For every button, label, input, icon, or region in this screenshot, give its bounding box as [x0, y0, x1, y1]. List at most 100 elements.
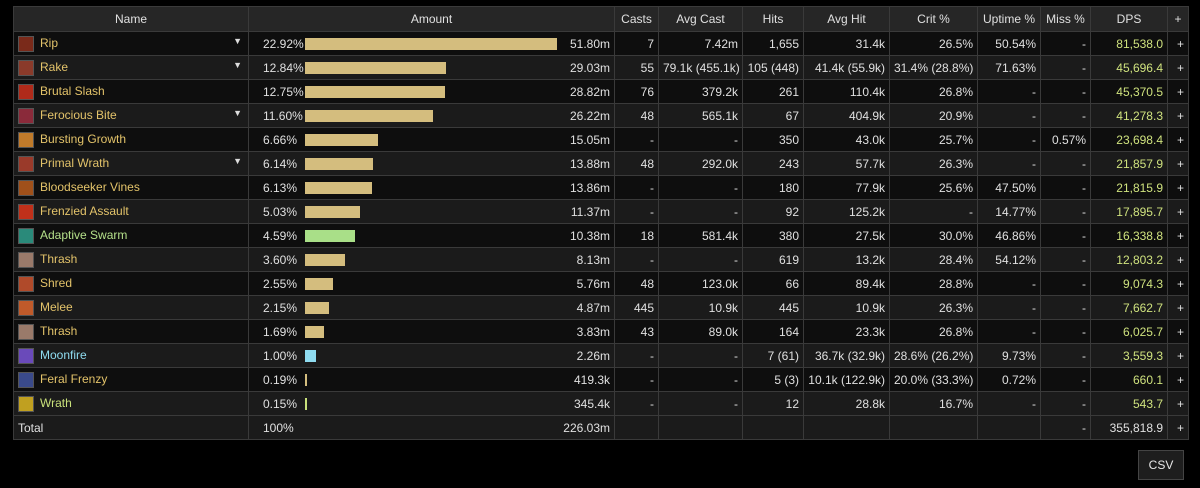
percent: 11.60%	[263, 109, 303, 123]
action-cell[interactable]: +	[1167, 175, 1189, 200]
amount-bar	[305, 86, 446, 98]
dps-cell: 81,538.0	[1090, 31, 1168, 56]
amount-cell: 5.03% 11.37m	[248, 199, 615, 224]
column-header: Miss %	[1040, 6, 1091, 32]
spell-name: Bursting Growth	[40, 131, 127, 146]
table-row: Melee 2.15% 4.87m 445 10.9k 445 10.9k 26.3% - -7,…	[13, 295, 1189, 320]
dps-cell: 3,559.3	[1090, 343, 1168, 368]
uptime-cell: -	[977, 79, 1041, 104]
column-header: Amount	[248, 6, 615, 32]
action-cell[interactable]: +	[1167, 391, 1189, 416]
name-cell[interactable]: Thrash	[13, 247, 249, 272]
name-cell[interactable]: Rip ▼	[13, 31, 249, 56]
action-cell[interactable]: +	[1167, 127, 1189, 152]
uptime-cell: -	[977, 127, 1041, 152]
crit-cell: 26.5%	[889, 31, 978, 56]
amount-bar	[305, 398, 307, 410]
amount-value: 15.05m	[569, 133, 610, 147]
name-cell[interactable]: Total	[13, 415, 249, 440]
dps-cell: 660.1	[1090, 367, 1168, 392]
avg-cast-cell: -	[658, 199, 743, 224]
percent: 22.92%	[263, 37, 304, 51]
table-row: Wrath 0.15% 345.4k - -12 28.8k 16.7% - -543.7 +	[13, 391, 1189, 416]
avg-cast-cell: 379.2k	[658, 79, 743, 104]
avg-hit-cell: 23.3k	[803, 319, 890, 344]
action-cell[interactable]: +	[1167, 103, 1189, 128]
action-cell[interactable]: +	[1167, 415, 1189, 440]
action-cell[interactable]: +	[1167, 55, 1189, 80]
action-cell[interactable]: +	[1167, 151, 1189, 176]
dps-cell: 6,025.7	[1090, 319, 1168, 344]
amount-bar	[305, 302, 329, 314]
csv-button[interactable]: CSV	[1138, 450, 1184, 480]
action-cell[interactable]: +	[1167, 199, 1189, 224]
amount-cell: 100% 226.03m	[248, 415, 615, 440]
table-row: Bursting Growth 6.66% 15.05m - -350 43.0k 25.7…	[13, 127, 1189, 152]
action-cell[interactable]: +	[1167, 271, 1189, 296]
action-cell[interactable]: +	[1167, 295, 1189, 320]
avg-cast-cell: 7.42m	[658, 31, 743, 56]
amount-bar	[305, 62, 447, 74]
hits-cell: 445	[742, 295, 804, 320]
column-header[interactable]: +	[1167, 6, 1189, 32]
name-cell[interactable]: Bursting Growth	[13, 127, 249, 152]
action-cell[interactable]: +	[1167, 319, 1189, 344]
action-cell[interactable]: +	[1167, 247, 1189, 272]
avg-cast-cell: -	[658, 391, 743, 416]
action-cell[interactable]: +	[1167, 79, 1189, 104]
name-cell[interactable]: Frenzied Assault	[13, 199, 249, 224]
avg-hit-cell	[803, 415, 890, 440]
name-cell[interactable]: Adaptive Swarm	[13, 223, 249, 248]
name-cell[interactable]: Brutal Slash	[13, 79, 249, 104]
amount-value: 4.87m	[576, 301, 610, 315]
action-cell[interactable]: +	[1167, 367, 1189, 392]
crit-cell: 28.4%	[889, 247, 978, 272]
percent: 12.75%	[263, 85, 304, 99]
action-cell[interactable]: +	[1167, 223, 1189, 248]
expand-arrow[interactable]: ▼	[233, 108, 242, 118]
column-header: DPS	[1090, 6, 1168, 32]
name-cell[interactable]: Shred	[13, 271, 249, 296]
amount-value: 26.22m	[569, 109, 610, 123]
percent: 6.13%	[263, 181, 298, 195]
name-cell[interactable]: Feral Frenzy	[13, 367, 249, 392]
amount-bar	[305, 182, 373, 194]
avg-cast-cell: 565.1k	[658, 103, 743, 128]
name-cell[interactable]: Bloodseeker Vines	[13, 175, 249, 200]
table-row: Rip ▼ 22.92% 51.80m 7 7.42m 1,655 31.4k 26.5% 50.…	[13, 31, 1189, 56]
amount-cell: 0.15% 345.4k	[248, 391, 615, 416]
name-cell[interactable]: Melee	[13, 295, 249, 320]
casts-cell: 48	[614, 103, 659, 128]
avg-cast-cell: 10.9k	[658, 295, 743, 320]
amount-value: 51.80m	[569, 37, 610, 51]
action-cell[interactable]: +	[1167, 343, 1189, 368]
name-cell[interactable]: Wrath	[13, 391, 249, 416]
amount-bar	[305, 110, 433, 122]
avg-hit-cell: 125.2k	[803, 199, 890, 224]
crit-cell: 28.6% (26.2%)	[889, 343, 978, 368]
dps-cell: 17,895.7	[1090, 199, 1168, 224]
name-cell[interactable]: Rake ▼	[13, 55, 249, 80]
avg-hit-cell: 13.2k	[803, 247, 890, 272]
name-cell[interactable]: Primal Wrath ▼	[13, 151, 249, 176]
table-row: Brutal Slash 12.75% 28.82m 76 379.2k 261 110.4…	[13, 79, 1189, 104]
action-cell[interactable]: +	[1167, 31, 1189, 56]
crit-cell: 28.8%	[889, 271, 978, 296]
name-cell[interactable]: Thrash	[13, 319, 249, 344]
table-row: Total 100% 226.03m -355,818.9 +	[13, 415, 1189, 440]
spell-name: Moonfire	[40, 347, 87, 362]
table-row: Frenzied Assault 5.03% 11.37m - -92 125.2k -14…	[13, 199, 1189, 224]
name-cell[interactable]: Ferocious Bite ▼	[13, 103, 249, 128]
amount-bar	[305, 134, 379, 146]
miss-cell: -	[1040, 391, 1091, 416]
uptime-cell: 54.12%	[977, 247, 1041, 272]
name-cell[interactable]: Moonfire	[13, 343, 249, 368]
crit-cell: 25.6%	[889, 175, 978, 200]
expand-arrow[interactable]: ▼	[233, 36, 242, 46]
expand-arrow[interactable]: ▼	[233, 156, 242, 166]
expand-arrow[interactable]: ▼	[233, 60, 242, 70]
hits-cell: 350	[742, 127, 804, 152]
avg-hit-cell: 41.4k (55.9k)	[803, 55, 890, 80]
column-header: Avg Hit	[803, 6, 890, 32]
